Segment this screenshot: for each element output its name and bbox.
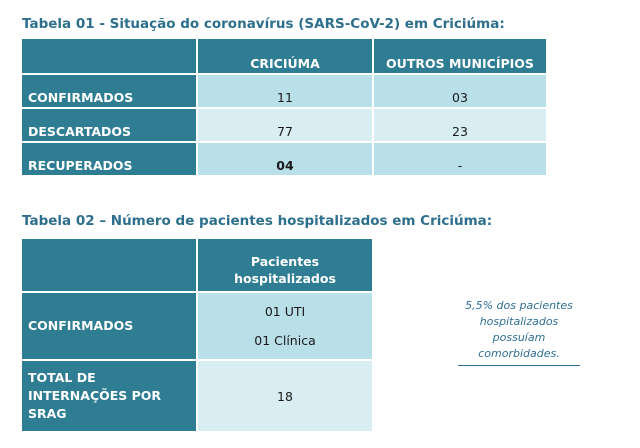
cell-criciuma-descartados: 77 <box>198 109 372 141</box>
table2-title: Tabela 02 – Número de pacientes hospital… <box>22 213 493 229</box>
table-hospitalized-patients: Pacientes hospitalizados CONFIRMADOS 01 … <box>20 237 374 433</box>
value-uti: 01 UTI <box>264 304 306 319</box>
header-line-1: Pacientes <box>250 254 320 269</box>
cell-outros-descartados: 23 <box>374 109 546 141</box>
label-line-1: TOTAL DE <box>28 370 96 385</box>
note-line-4: comorbidades. <box>478 347 560 360</box>
header-outros-municipios: OUTROS MUNICÍPIOS <box>374 39 546 73</box>
cell-total-internacoes: 18 <box>198 361 372 431</box>
header-line-2: hospitalizados <box>234 271 336 286</box>
cell-outros-confirmados: 03 <box>374 75 546 107</box>
header-empty-cell <box>22 39 196 73</box>
table-row: RECUPERADOS 04 - <box>22 143 546 175</box>
table-row: DESCARTADOS 77 23 <box>22 109 546 141</box>
table-row: CONFIRMADOS 11 03 <box>22 75 546 107</box>
cell-outros-recuperados: - <box>374 143 546 175</box>
cell-confirmados-values: 01 UTI 01 Clínica <box>198 293 372 359</box>
row-label-descartados: DESCARTADOS <box>22 109 196 141</box>
label-line-2: INTERNAÇÕES POR <box>28 388 162 403</box>
table-row: TOTAL DE INTERNAÇÕES POR SRAG 18 <box>22 361 372 431</box>
table-row: CONFIRMADOS 01 UTI 01 Clínica <box>22 293 372 359</box>
value-clinica: 01 Clínica <box>254 333 316 348</box>
header-criciuma: CRICIÚMA <box>198 39 372 73</box>
row-label-recuperados: RECUPERADOS <box>22 143 196 175</box>
table-header-row: CRICIÚMA OUTROS MUNICÍPIOS <box>22 39 546 73</box>
cell-criciuma-confirmados: 11 <box>198 75 372 107</box>
row-label-total-internacoes: TOTAL DE INTERNAÇÕES POR SRAG <box>22 361 196 431</box>
note-line-1: 5,5% dos pacientes <box>465 299 573 312</box>
table-header-row: Pacientes hospitalizados <box>22 239 372 291</box>
table1-title: Tabela 01 - Situação do coronavírus (SAR… <box>22 16 505 32</box>
comorbidity-note: 5,5% dos pacientes hospitalizados possuí… <box>458 298 580 366</box>
label-line-3: SRAG <box>28 406 67 421</box>
row-label-confirmados: CONFIRMADOS <box>22 75 196 107</box>
row-label-confirmados: CONFIRMADOS <box>22 293 196 359</box>
note-line-3: possuíam <box>492 331 546 344</box>
note-line-2: hospitalizados <box>479 315 559 328</box>
header-pacientes-hospitalizados: Pacientes hospitalizados <box>198 239 372 291</box>
cell-criciuma-recuperados: 04 <box>198 143 372 175</box>
header-empty-cell <box>22 239 196 291</box>
table-coronavirus-situation: CRICIÚMA OUTROS MUNICÍPIOS CONFIRMADOS 1… <box>20 37 548 177</box>
